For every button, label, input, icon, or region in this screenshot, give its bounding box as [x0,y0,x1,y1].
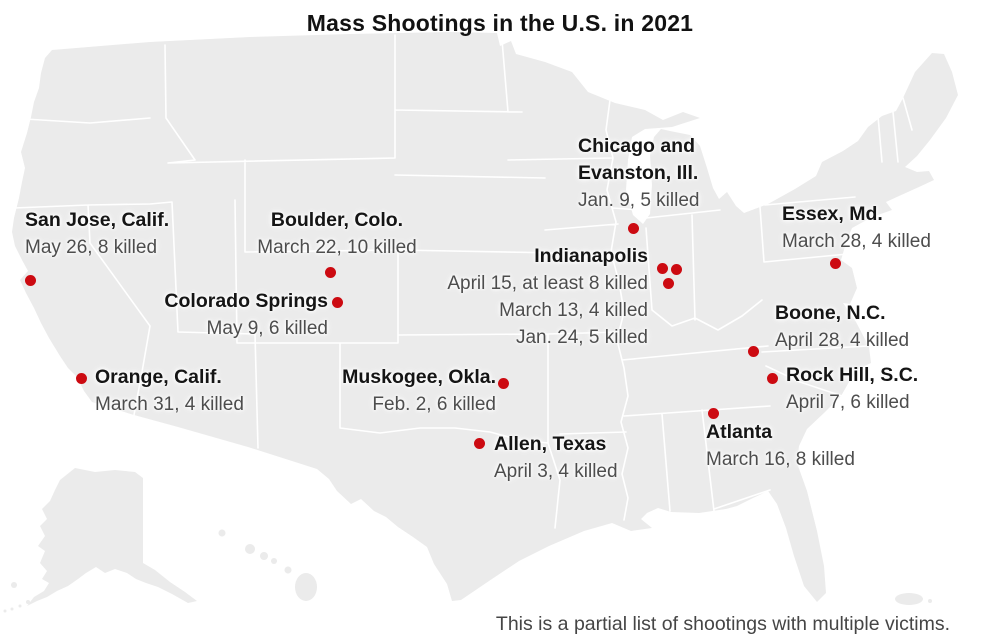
event-detail: April 3, 4 killed [494,461,618,482]
shooting-location-dot [766,372,778,384]
footnote: This is a partial list of shootings with… [495,613,950,635]
event-label: Orange, Calif. March 31, 4 killed [95,364,244,418]
lower-48-outline [12,32,958,602]
event-detail: March 16, 8 killed [706,449,855,470]
aleutian-island [26,600,30,604]
event-label: Atlanta March 16, 8 killed [706,419,855,473]
city-name: Muskogee, Okla. [342,366,496,388]
city-name: Boulder, Colo. [270,209,404,231]
event-label: Essex, Md. March 28, 4 killed [782,201,931,255]
state-borders [13,34,913,529]
event-label: San Jose, Calif. May 26, 8 killed [25,207,169,261]
event-detail: May 9, 6 killed [206,318,328,339]
city-name: Boone, N.C. [775,302,886,324]
shooting-location-dot [331,296,343,308]
hawaii-island [245,544,255,554]
event-label: Muskogee, Okla. Feb. 2, 6 killed [342,364,496,418]
shooting-location-dot [656,262,668,274]
city-name: Evanston, Ill. [578,162,699,184]
shooting-location-dot [473,437,485,449]
shooting-location-dot [75,372,87,384]
event-detail: April 28, 4 killed [775,330,910,351]
event-detail: March 31, 4 killed [95,394,244,415]
event-label: Chicago and Evanston, Ill. Jan. 9, 5 kille… [578,133,699,214]
shooting-location-dot [497,377,509,389]
event-detail: March 28, 4 killed [782,231,931,252]
city-name: Atlanta [706,421,773,443]
city-name: Rock Hill, S.C. [786,364,919,386]
chart-title: Mass Shootings in the U.S. in 2021 [306,10,694,36]
shooting-location-dot [627,222,639,234]
event-label: Allen, Texas April 3, 4 killed [494,431,618,485]
aleutian-island [10,607,14,611]
city-name: Allen, Texas [494,433,607,455]
alaska-island [11,582,17,588]
event-label: Indianapolis April 15, at least 8 killed M… [447,243,648,351]
hawaii-island [218,529,226,537]
event-detail: March 22, 10 killed [257,237,417,258]
shooting-location-dot [662,277,674,289]
puerto-rico-inset [895,593,923,605]
event-detail: Jan. 24, 5 killed [515,327,648,348]
event-label: Colorado Springs May 9, 6 killed [164,288,328,342]
event-detail: April 15, at least 8 killed [447,273,648,294]
event-label: Boone, N.C. April 28, 4 killed [775,300,909,354]
event-detail: Feb. 2, 6 killed [372,394,496,415]
city-name: San Jose, Calif. [25,209,170,231]
shooting-location-dot [829,257,841,269]
puerto-rico-island [928,599,932,603]
alaska-inset [27,468,197,606]
event-label: Boulder, Colo. March 22, 10 killed [177,207,497,261]
hawaii-island [260,552,268,560]
event-detail: April 7, 6 killed [786,392,910,413]
city-name: Indianapolis [534,245,648,267]
hawaii-big-island [295,573,317,601]
event-detail: March 13, 4 killed [499,300,648,321]
shooting-location-dot [24,274,36,286]
event-detail: May 26, 8 killed [25,237,158,258]
shooting-location-dot [707,407,719,419]
event-detail: Jan. 9, 5 killed [578,190,700,211]
city-name: Orange, Calif. [95,366,222,388]
hawaii-island [271,558,277,564]
shooting-location-dot [747,345,759,357]
shooting-location-dot [324,266,336,278]
city-name: Chicago and [578,135,696,157]
city-name: Essex, Md. [782,203,883,225]
shooting-location-dot [670,263,682,275]
aleutian-island [18,604,22,608]
event-label: Rock Hill, S.C. April 7, 6 killed [786,362,918,416]
aleutian-island [3,609,7,613]
city-name: Colorado Springs [164,290,328,312]
hawaii-island [284,566,292,574]
